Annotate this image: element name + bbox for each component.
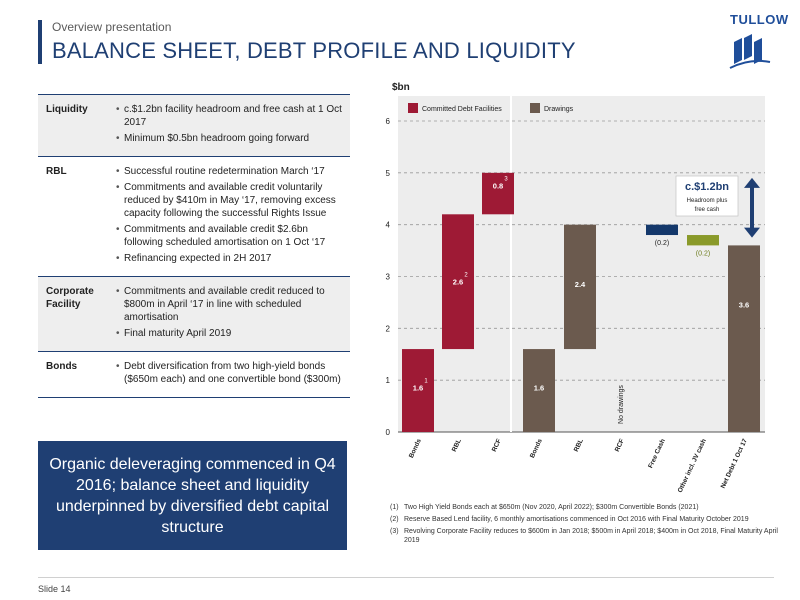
x-tick-label: RBL [573, 438, 585, 453]
bar-value-label: 1.6 [534, 384, 544, 393]
bar-value-label: 0.8 [493, 181, 503, 190]
y-axis-label: $bn [392, 82, 410, 93]
debt-summary-table: Liquidity c.$1.2bn facility headroom and… [38, 94, 350, 398]
y-tick-label: 2 [386, 324, 391, 333]
bullet-item: c.$1.2bn facility headroom and free cash… [116, 103, 342, 129]
footnote-marker: 3 [504, 176, 508, 182]
row-label: Corporate Facility [46, 286, 94, 310]
x-tick-label: Bonds [529, 438, 544, 460]
x-tick-label: RBL [451, 438, 463, 453]
headroom-arrow-head-down [744, 227, 760, 238]
y-tick-label: 1 [386, 376, 391, 385]
annotation-title: c.$1.2bn [685, 181, 729, 193]
bar [482, 172, 514, 215]
bar [687, 235, 719, 246]
footnote-2: (2) Reserve Based Lend facility, 6 monthl… [390, 516, 749, 523]
table-row-corporate-facility: Corporate Facility Commitments and avail… [38, 276, 350, 351]
bullet-item: Successful routine redetermination March… [116, 165, 342, 178]
bar [523, 349, 555, 432]
bar-value-label: 1.6 [413, 384, 423, 393]
legend-swatch [408, 103, 418, 113]
x-tick-label: Bonds [408, 438, 423, 460]
bar-value-label: (0.2) [655, 240, 669, 247]
footnote-marker: 2 [464, 273, 468, 279]
bar-value-label: 2.4 [575, 280, 586, 289]
y-tick-label: 5 [386, 169, 391, 178]
footnotes: (1) Two High Yield Bonds each at $650m (N… [390, 503, 780, 548]
y-tick-label: 6 [386, 117, 391, 126]
slide-number: Slide 14 [38, 584, 71, 594]
annotation-text: free cash [695, 207, 720, 213]
row-label: Bonds [46, 361, 78, 372]
bullet-item: Commitments and available credit reduced… [116, 285, 342, 324]
title-accent-bar [38, 20, 42, 64]
footnote-1: (1) Two High Yield Bonds each at $650m (N… [390, 504, 699, 511]
x-tick-label: RCF [614, 438, 626, 453]
legend-swatch [530, 103, 540, 113]
annotation-text: Headroom plus [687, 198, 728, 204]
footnote-marker: 1 [424, 379, 428, 385]
logo-wordmark: TULLOW [730, 12, 789, 27]
table-row-liquidity: Liquidity c.$1.2bn facility headroom and… [38, 94, 350, 156]
y-tick-label: 4 [386, 221, 391, 230]
annotation-box [675, 175, 739, 217]
bullet-item: Final maturity April 2019 [116, 327, 342, 340]
y-tick-label: 3 [386, 273, 391, 282]
bar [442, 214, 474, 350]
bullet-item: Commitments and available credit volunta… [116, 181, 342, 220]
x-tick-label: Free Cash [647, 438, 667, 469]
row-label: Liquidity [46, 104, 88, 115]
bullet-item: Refinancing expected in 2H 2017 [116, 252, 342, 265]
x-tick-label: Other incl. JV cash [677, 438, 708, 494]
bullet-item: Minimum $0.5bn headroom going forward [116, 132, 342, 145]
table-row-rbl: RBL Successful routine redetermination M… [38, 156, 350, 276]
bullet-item: Debt diversification from two high-yield… [116, 360, 342, 386]
bullet-item: Commitments and available credit $2.6bn … [116, 223, 342, 249]
bar [564, 224, 596, 350]
bar [646, 224, 678, 236]
footer-divider [38, 577, 774, 578]
page-subtitle: Overview presentation [52, 20, 172, 34]
company-logo [729, 34, 771, 69]
table-row-bonds: Bonds Debt diversification from two high… [38, 351, 350, 398]
bar-value-label: 3.6 [739, 301, 749, 310]
x-tick-label: RCF [491, 438, 503, 453]
headroom-arrow-head-up [744, 177, 760, 188]
page-title: BALANCE SHEET, DEBT PROFILE AND LIQUIDIT… [52, 38, 576, 63]
legend-label: Drawings [544, 106, 574, 113]
y-tick-label: 0 [386, 428, 391, 437]
debt-waterfall-chart: 0 1 2 3 4 5 6 $bn Committed Debt Facilities Drawi… [386, 82, 765, 494]
no-drawings-note: No drawings [618, 385, 625, 424]
bar [728, 245, 760, 432]
x-tick-label: Net Debt 1 Oct 17 [720, 438, 749, 490]
bar-value-label: (0.2) [696, 250, 710, 257]
bar [402, 349, 434, 432]
footnote-3: (3) Revolving Corporate Facility reduces … [390, 528, 778, 544]
key-message-callout: Organic deleveraging commenced in Q4 201… [38, 441, 347, 550]
bar-value-label: 2.6 [453, 278, 463, 287]
legend-label: Committed Debt Facilities [422, 106, 502, 113]
row-label: RBL [46, 166, 67, 177]
